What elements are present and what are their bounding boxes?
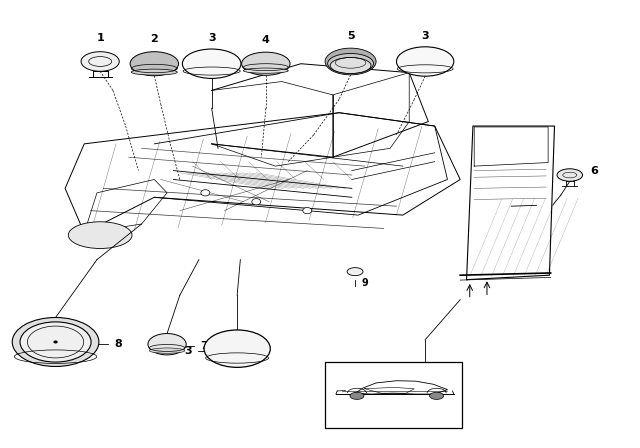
Ellipse shape xyxy=(81,52,119,71)
Ellipse shape xyxy=(182,49,241,78)
Ellipse shape xyxy=(149,348,185,353)
Ellipse shape xyxy=(242,52,290,75)
Text: ·: · xyxy=(54,339,57,345)
Text: 3: 3 xyxy=(184,346,192,356)
Text: 7: 7 xyxy=(200,340,208,350)
Bar xyxy=(325,362,462,428)
Ellipse shape xyxy=(328,53,374,73)
Text: 6: 6 xyxy=(590,167,598,177)
Text: 4: 4 xyxy=(262,34,270,45)
Ellipse shape xyxy=(325,48,376,75)
Text: 3: 3 xyxy=(421,30,429,41)
Ellipse shape xyxy=(20,322,91,362)
Ellipse shape xyxy=(148,333,186,355)
Ellipse shape xyxy=(130,52,179,76)
Circle shape xyxy=(53,340,58,344)
Text: 3: 3 xyxy=(208,33,216,43)
Circle shape xyxy=(201,190,210,196)
Circle shape xyxy=(303,207,312,214)
Ellipse shape xyxy=(68,222,132,249)
Text: 8: 8 xyxy=(114,339,122,349)
Text: 5: 5 xyxy=(347,30,355,41)
Ellipse shape xyxy=(330,57,371,73)
Ellipse shape xyxy=(204,330,270,367)
Ellipse shape xyxy=(394,380,457,415)
Text: 1: 1 xyxy=(96,33,104,43)
Ellipse shape xyxy=(131,69,177,75)
Ellipse shape xyxy=(396,47,454,76)
Circle shape xyxy=(252,198,260,205)
Ellipse shape xyxy=(429,392,444,400)
Polygon shape xyxy=(467,126,554,280)
Text: 9: 9 xyxy=(361,278,368,288)
Ellipse shape xyxy=(557,169,582,181)
Text: 2: 2 xyxy=(150,34,158,44)
Ellipse shape xyxy=(347,267,363,276)
Text: 000*0331: 000*0331 xyxy=(375,414,412,422)
Ellipse shape xyxy=(243,68,288,73)
Ellipse shape xyxy=(12,318,99,366)
Ellipse shape xyxy=(350,392,364,400)
Text: 3: 3 xyxy=(374,393,381,404)
